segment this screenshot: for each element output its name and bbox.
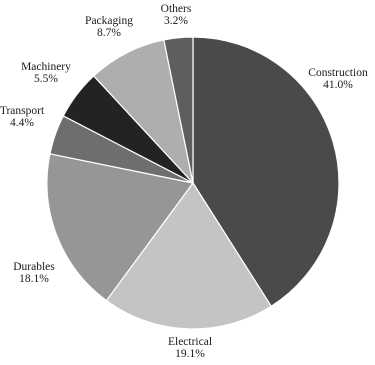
pie-slice-construction — [192, 36, 340, 308]
slice-value-others: 3.2% — [164, 15, 188, 27]
slice-value-construction: 41.0% — [323, 79, 353, 91]
slice-value-transport: 4.4% — [10, 117, 34, 129]
slice-label-packaging: Packaging — [85, 15, 133, 27]
slice-label-construction: Construction — [308, 67, 368, 79]
slice-label-transport: Transport — [0, 105, 45, 117]
slice-label-machinery: Machinery — [21, 61, 71, 73]
slice-value-machinery: 5.5% — [34, 73, 58, 85]
slice-label-durables: Durables — [13, 261, 55, 273]
slice-value-packaging: 8.7% — [97, 27, 121, 39]
pie-slice-electrical — [105, 181, 273, 330]
slice-label-electrical: Electrical — [168, 336, 212, 348]
pie-slices — [46, 36, 340, 330]
slice-value-electrical: 19.1% — [175, 348, 205, 360]
slice-label-others: Others — [161, 3, 192, 15]
pie-slice-others — [163, 36, 194, 184]
slice-value-durables: 18.1% — [19, 273, 49, 285]
pie-slice-durables — [46, 153, 195, 302]
